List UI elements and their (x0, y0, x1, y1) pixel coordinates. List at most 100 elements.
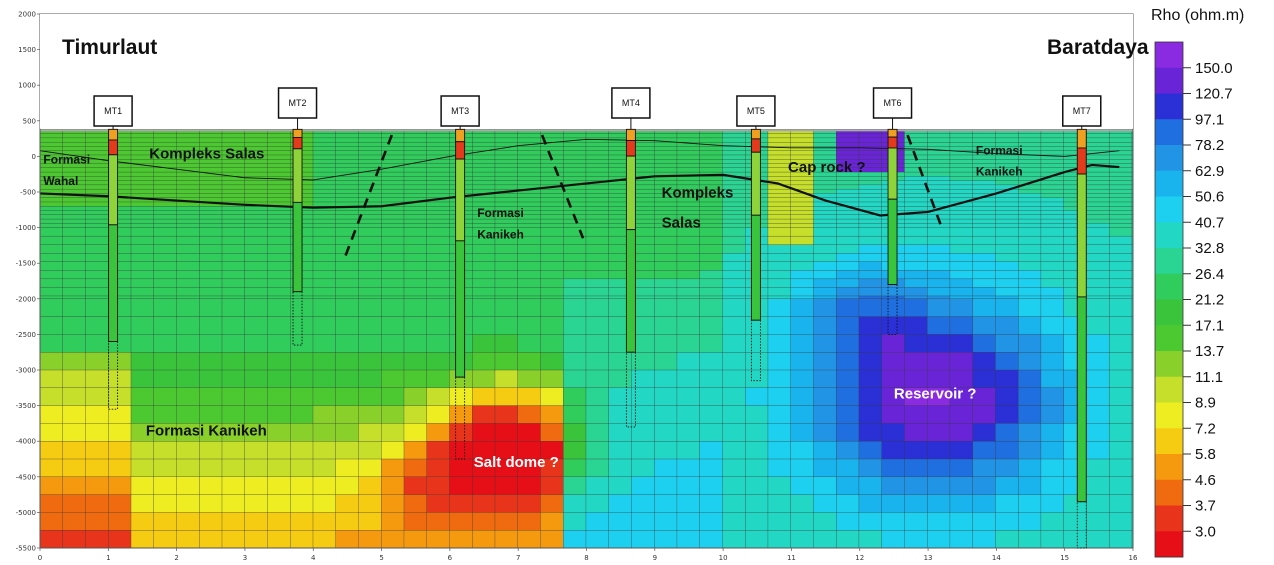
resistivity-cell (62, 206, 86, 211)
resistivity-cell (585, 201, 610, 207)
x-tick-label: 14 (992, 554, 1001, 562)
colorbar-swatch (1155, 479, 1183, 506)
resistivity-cell (312, 154, 337, 160)
resistivity-cell (403, 146, 428, 152)
resistivity-cell (858, 298, 883, 318)
resistivity-cell (153, 227, 177, 237)
resistivity-cell (62, 494, 86, 513)
resistivity-cell (858, 146, 883, 152)
resistivity-cell (39, 316, 64, 335)
x-tick-label: 8 (584, 554, 588, 562)
resistivity-cell (403, 441, 428, 460)
resistivity-cell (972, 218, 996, 224)
resistivity-cell (381, 334, 405, 353)
x-tick-label: 3 (243, 554, 247, 562)
well-log-segment (292, 128, 303, 138)
resistivity-cell (335, 278, 359, 288)
resistivity-cell (244, 270, 268, 280)
resistivity-cell (563, 423, 587, 442)
resistivity-cell (995, 476, 1019, 496)
resistivity-cell (540, 188, 564, 194)
resistivity-cell (1017, 494, 1042, 513)
resistivity-cell (836, 369, 860, 389)
resistivity-cell (312, 476, 337, 496)
resistivity-cell (585, 214, 610, 220)
resistivity-cell (722, 512, 746, 531)
resistivity-cell (221, 512, 246, 531)
resistivity-cell (699, 150, 723, 156)
resistivity-cell (1086, 154, 1110, 160)
resistivity-cell (153, 244, 177, 254)
resistivity-cell (1040, 494, 1065, 513)
resistivity-cell (676, 298, 701, 318)
resistivity-cell (403, 298, 428, 318)
resistivity-cell (1108, 210, 1133, 216)
resistivity-cell (403, 218, 428, 224)
resistivity-cell (926, 150, 951, 156)
resistivity-cell (358, 253, 382, 263)
resistivity-cell (585, 133, 610, 139)
resistivity-cell (312, 171, 337, 177)
resistivity-cell (472, 180, 496, 186)
resistivity-cell (926, 159, 951, 164)
resistivity-cell (1086, 423, 1110, 442)
resistivity-cell (426, 141, 450, 147)
y-tick-label: -2000 (16, 295, 36, 303)
resistivity-cell (221, 133, 246, 139)
resistivity-cell (1108, 244, 1133, 254)
resistivity-cell (995, 530, 1019, 549)
resistivity-cell (813, 316, 837, 335)
colorbar-swatch (1155, 145, 1183, 172)
resistivity-cell (449, 423, 473, 442)
resistivity-cell (563, 261, 587, 271)
resistivity-cell (654, 133, 678, 139)
resistivity-cell (654, 159, 678, 164)
x-tick-label: 15 (1060, 554, 1069, 562)
resistivity-cell (426, 423, 450, 442)
resistivity-cell (972, 206, 996, 211)
resistivity-cell (949, 188, 974, 194)
resistivity-cell (904, 494, 928, 513)
resistivity-cell (358, 150, 382, 156)
resistivity-cell (1108, 227, 1133, 237)
resistivity-cell (949, 494, 974, 513)
resistivity-cell (494, 512, 519, 531)
resistivity-cell (722, 476, 746, 496)
resistivity-cell (836, 387, 860, 407)
resistivity-cell (381, 171, 405, 177)
x-tick-label: 10 (719, 554, 728, 562)
resistivity-cell (563, 146, 587, 152)
resistivity-cell (403, 369, 428, 389)
resistivity-cell (403, 287, 428, 297)
station-label: MT3 (451, 106, 469, 116)
resistivity-cell (358, 141, 382, 147)
resistivity-cell (1108, 458, 1133, 478)
resistivity-cell (722, 235, 746, 246)
resistivity-cell (540, 405, 564, 424)
resistivity-cell (1108, 154, 1133, 160)
resistivity-cell (130, 253, 155, 263)
resistivity-cell (813, 387, 837, 407)
resistivity-cell (403, 530, 428, 549)
resistivity-cell (790, 334, 814, 353)
resistivity-cell (153, 223, 177, 229)
resistivity-cell (381, 512, 405, 531)
resistivity-cell (221, 494, 246, 513)
title-right: Baratdaya (1047, 36, 1149, 59)
resistivity-cell (813, 210, 837, 216)
resistivity-cell (39, 352, 64, 371)
resistivity-cell (972, 458, 996, 478)
resistivity-cell (267, 159, 291, 164)
resistivity-cell (790, 133, 814, 139)
resistivity-cell (722, 253, 746, 263)
title-left: Timurlaut (62, 36, 157, 59)
resistivity-cell (608, 441, 632, 460)
resistivity-cell (153, 137, 177, 143)
resistivity-cell (403, 141, 428, 147)
resistivity-cell (312, 244, 337, 254)
resistivity-cell (676, 270, 701, 280)
resistivity-cell (153, 476, 177, 496)
resistivity-cell (836, 494, 860, 513)
resistivity-cell (39, 227, 64, 237)
resistivity-cell (312, 423, 337, 442)
